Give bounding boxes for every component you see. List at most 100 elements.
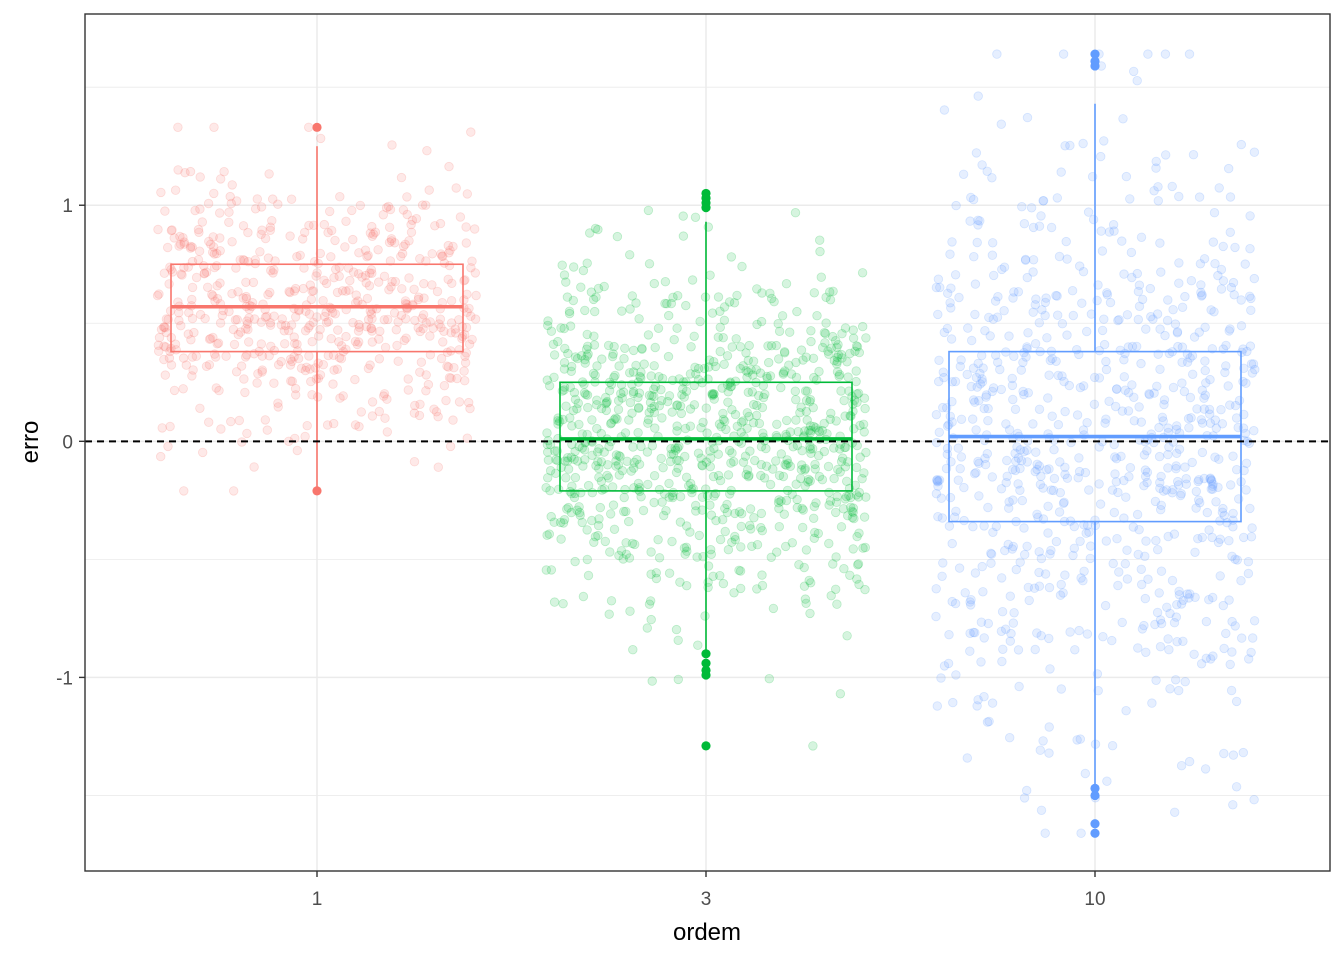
- jitter-point: [436, 353, 447, 364]
- jitter-point: [609, 524, 620, 535]
- jitter-point: [269, 345, 280, 356]
- jitter-point: [249, 349, 259, 359]
- jitter-point: [444, 161, 454, 172]
- jitter-point: [284, 286, 294, 297]
- jitter-point: [1207, 481, 1218, 491]
- jitter-point: [558, 414, 568, 425]
- jitter-point: [660, 298, 670, 309]
- jitter-point: [819, 446, 830, 457]
- jitter-point: [221, 351, 231, 361]
- jitter-point: [1240, 428, 1251, 439]
- jitter-point: [982, 166, 992, 177]
- jitter-point: [817, 475, 828, 485]
- jitter-point: [743, 355, 754, 366]
- jitter-point: [368, 229, 379, 239]
- jitter-point: [603, 340, 614, 351]
- jitter-point: [365, 228, 376, 238]
- jitter-point: [580, 305, 590, 316]
- jitter-point: [234, 415, 245, 426]
- jitter-point: [385, 256, 396, 266]
- jitter-point: [265, 287, 275, 298]
- jitter-point: [705, 270, 715, 280]
- jitter-point: [276, 320, 287, 330]
- jitter-point: [806, 448, 816, 459]
- jitter-point: [720, 503, 730, 514]
- jitter-point: [211, 383, 222, 393]
- jitter-point: [987, 250, 998, 260]
- jitter-point: [1036, 553, 1047, 564]
- jitter-point: [708, 471, 719, 482]
- jitter-point: [1109, 439, 1119, 450]
- jitter-point: [814, 471, 825, 482]
- jitter-point: [776, 449, 787, 459]
- jitter-point: [610, 370, 620, 381]
- jitter-point: [162, 242, 173, 253]
- jitter-point: [993, 292, 1003, 302]
- jitter-point: [750, 455, 760, 466]
- jitter-point: [215, 246, 225, 256]
- jitter-point: [1034, 567, 1044, 578]
- jitter-point: [1177, 302, 1188, 313]
- jitter-point: [681, 472, 692, 483]
- jitter-point: [861, 492, 871, 502]
- jitter-point: [630, 539, 640, 550]
- jitter-point: [438, 251, 448, 261]
- jitter-point: [1177, 378, 1187, 388]
- jitter-point: [470, 224, 480, 234]
- jitter-point: [1141, 324, 1151, 334]
- jitter-point: [977, 350, 987, 361]
- jitter-point: [289, 286, 300, 296]
- jitter-point: [647, 391, 657, 401]
- jitter-point: [756, 316, 767, 327]
- jitter-point: [790, 207, 801, 218]
- jitter-point: [796, 345, 807, 355]
- jitter-point: [806, 578, 816, 588]
- jitter-point: [1249, 147, 1260, 157]
- jitter-point: [846, 502, 856, 513]
- jitter-point: [987, 386, 998, 397]
- jitter-point: [1074, 625, 1084, 636]
- jitter-point: [1163, 634, 1173, 644]
- jitter-point: [1246, 647, 1256, 658]
- jitter-point: [263, 253, 274, 263]
- jitter-point: [1100, 600, 1111, 611]
- jitter-point: [675, 492, 686, 502]
- jitter-point: [1189, 332, 1200, 342]
- jitter-point: [185, 243, 196, 253]
- jitter-point: [1239, 465, 1249, 476]
- jitter-point: [583, 480, 594, 491]
- jitter-point: [588, 368, 599, 379]
- jitter-point: [1189, 649, 1199, 660]
- jitter-point: [822, 429, 832, 439]
- jitter-point: [1059, 497, 1069, 508]
- jitter-point: [1034, 318, 1045, 328]
- jitter-point: [580, 455, 590, 465]
- jitter-point: [1201, 378, 1211, 388]
- jitter-point: [791, 395, 801, 405]
- jitter-point: [1210, 415, 1221, 425]
- jitter-point: [971, 425, 981, 435]
- jitter-point: [1160, 150, 1171, 160]
- jitter-point: [966, 192, 976, 203]
- jitter-point: [1236, 295, 1246, 305]
- jitter-point: [1117, 617, 1127, 628]
- jitter-point: [801, 352, 811, 362]
- jitter-point: [583, 402, 593, 413]
- jitter-point: [1038, 736, 1048, 746]
- jitter-point: [1007, 373, 1017, 384]
- jitter-point: [1036, 631, 1046, 641]
- jitter-point: [756, 460, 767, 470]
- jitter-point: [332, 364, 343, 374]
- jitter-point: [723, 545, 734, 555]
- jitter-point: [805, 608, 815, 619]
- jitter-point: [1052, 193, 1063, 203]
- jitter-point: [574, 419, 584, 430]
- jitter-point: [1155, 615, 1166, 625]
- jitter-point: [736, 542, 746, 552]
- jitter-point: [1082, 418, 1092, 428]
- jitter-point: [638, 505, 649, 516]
- jitter-point: [167, 225, 177, 235]
- jitter-point: [267, 215, 277, 226]
- jitter-point: [1169, 529, 1180, 539]
- jitter-point: [166, 225, 177, 236]
